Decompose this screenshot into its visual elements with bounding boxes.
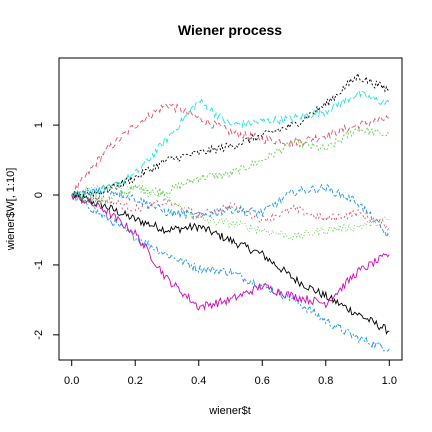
series-line-7 bbox=[71, 71, 390, 200]
y-axis: -2 -1 0 1 bbox=[33, 122, 60, 340]
y-tick-label: -2 bbox=[33, 330, 45, 340]
series-line-3 bbox=[71, 125, 390, 206]
x-tick-label: 1.0 bbox=[382, 375, 397, 387]
x-tick-label: 0.8 bbox=[318, 375, 333, 387]
series-line-8 bbox=[71, 192, 390, 231]
x-axis-label: wiener$t bbox=[208, 405, 251, 417]
series-layer bbox=[71, 71, 390, 352]
y-tick-label: -1 bbox=[33, 260, 45, 270]
series-line-6 bbox=[71, 194, 390, 311]
x-axis: 0.0 0.2 0.4 0.6 0.8 1.0 bbox=[64, 359, 397, 387]
series-line-5 bbox=[71, 89, 390, 200]
y-tick-label: 1 bbox=[33, 122, 45, 128]
series-line-1 bbox=[71, 191, 390, 335]
x-tick-label: 0.0 bbox=[64, 375, 79, 387]
series-line-10 bbox=[71, 183, 390, 239]
x-tick-label: 0.6 bbox=[255, 375, 270, 387]
chart-title: Wiener process bbox=[178, 22, 282, 38]
series-line-4 bbox=[71, 193, 390, 352]
y-tick-label: 0 bbox=[33, 192, 45, 198]
y-axis-label: wiener$W[, 1:10] bbox=[5, 168, 17, 252]
x-tick-label: 0.4 bbox=[191, 375, 206, 387]
series-line-9 bbox=[71, 182, 390, 241]
x-tick-label: 0.2 bbox=[128, 375, 143, 387]
series-line-2 bbox=[71, 103, 390, 196]
